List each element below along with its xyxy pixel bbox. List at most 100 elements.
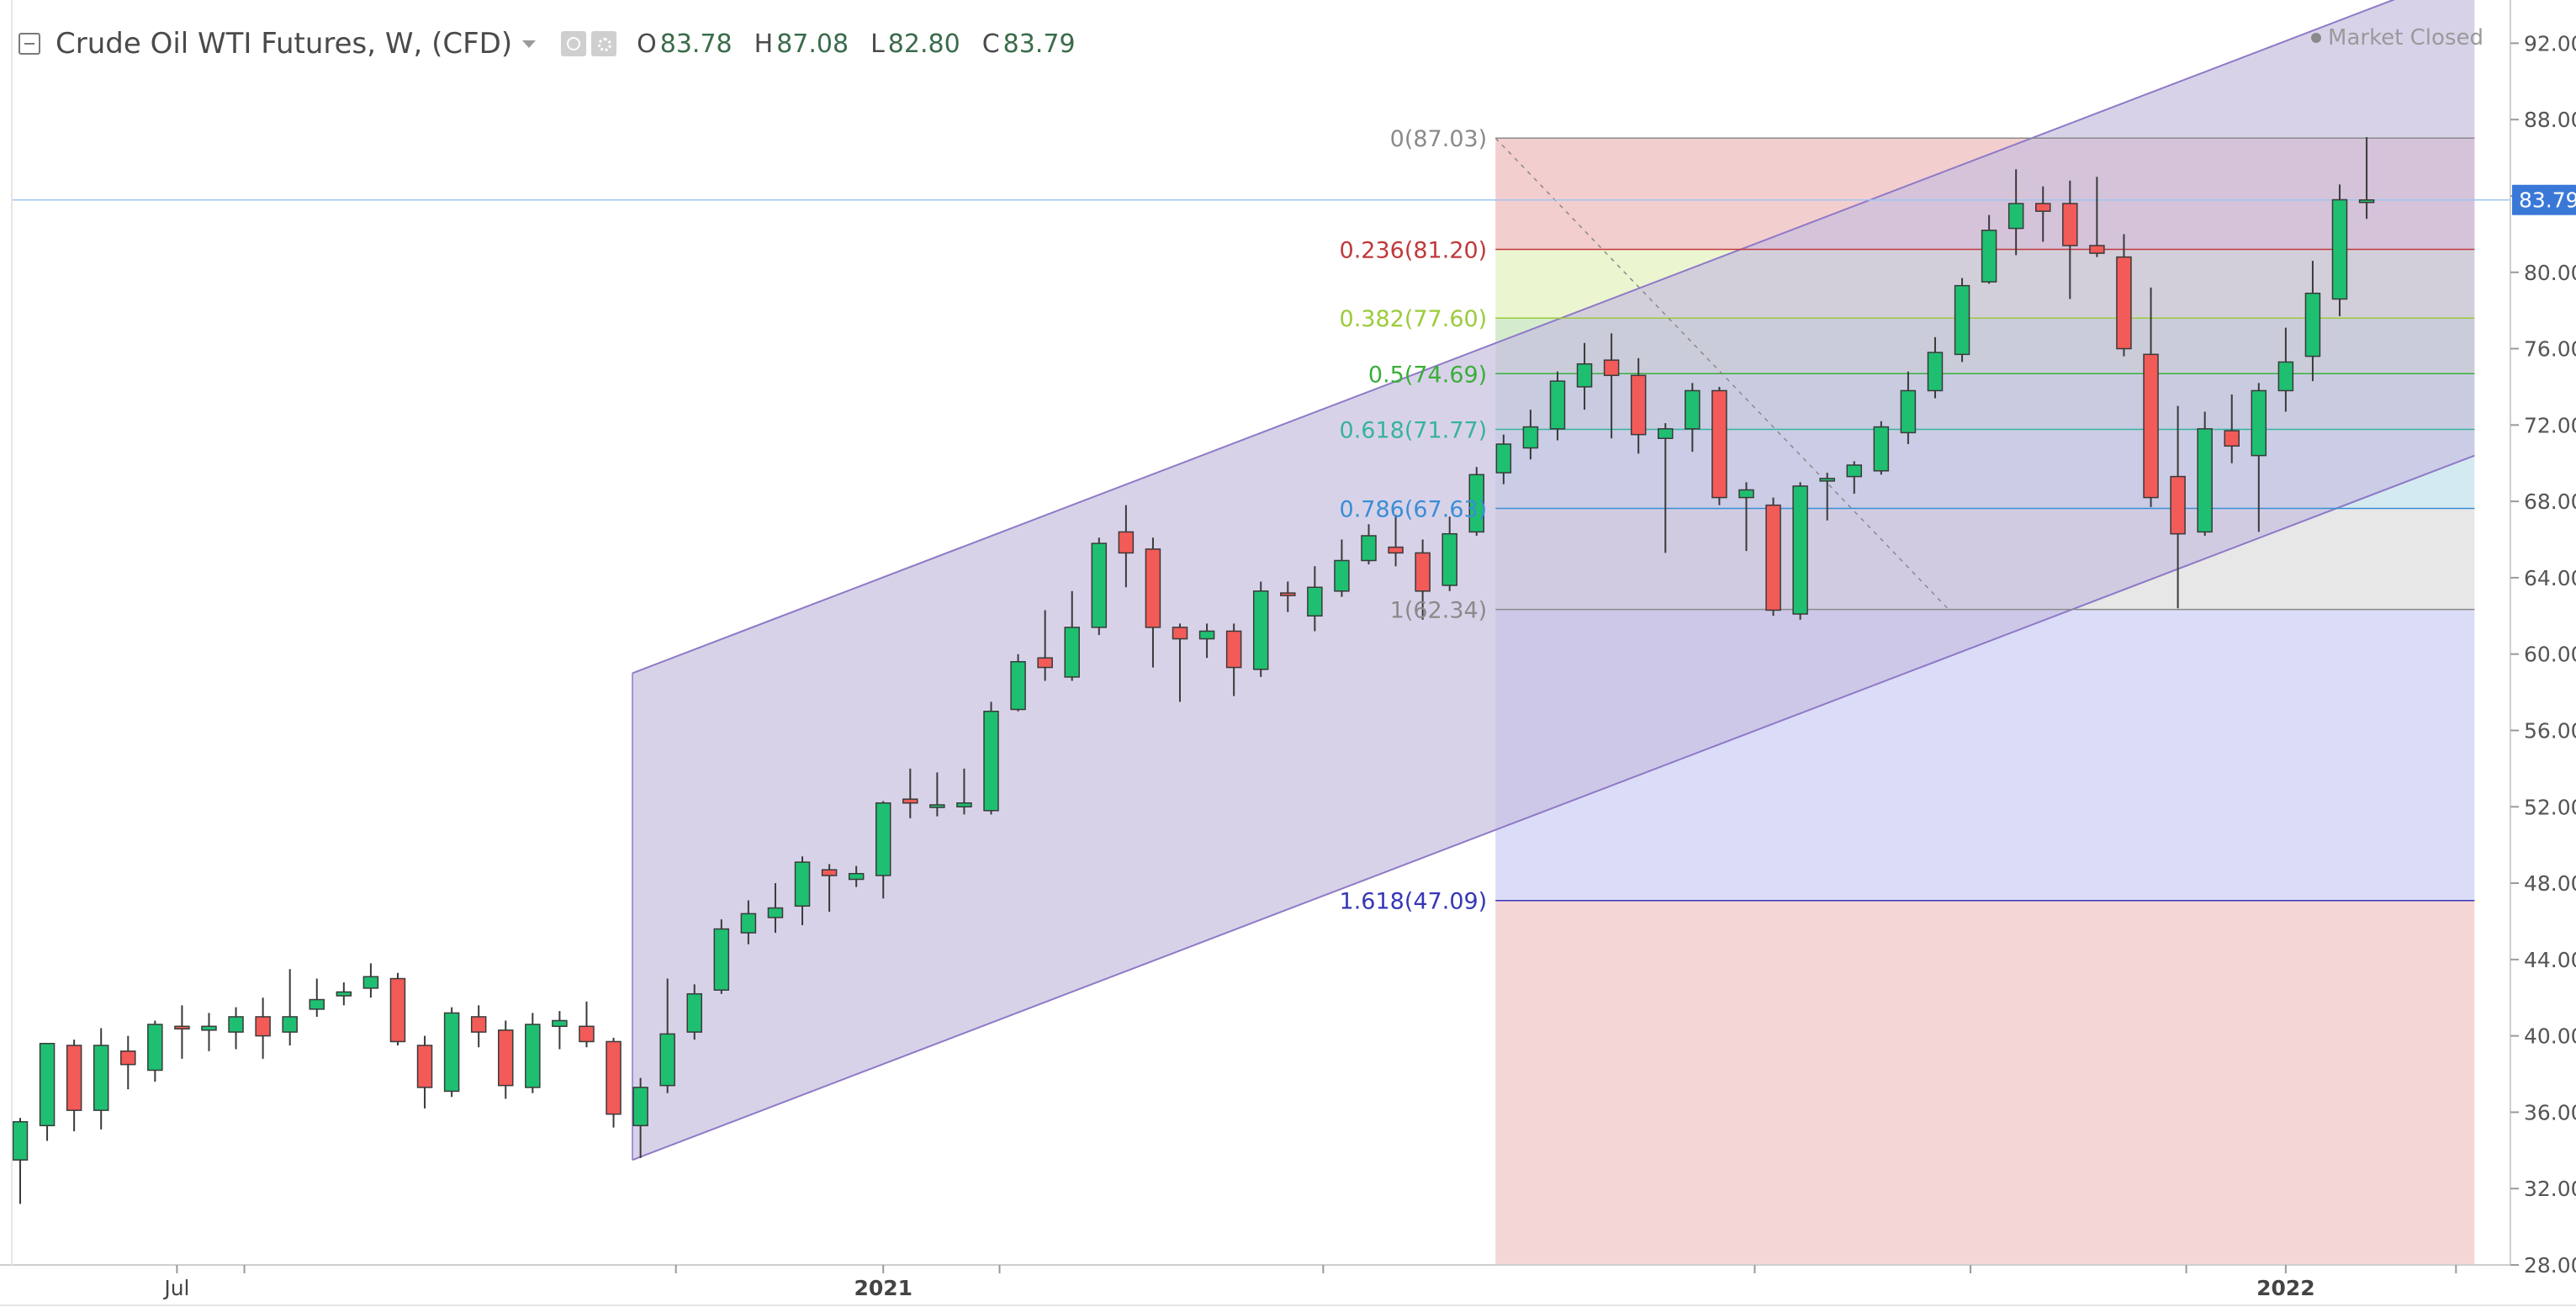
fib-label-0: 0(87.03) — [1390, 126, 1488, 152]
y-tick-label: 56.00 — [2524, 718, 2576, 743]
candle — [1280, 581, 1296, 612]
candle-body — [201, 1025, 217, 1031]
market-status: Market Closed — [2311, 25, 2483, 50]
candle — [1792, 482, 1808, 620]
candle-body — [579, 1025, 595, 1043]
candle — [2035, 186, 2051, 242]
gear-icon[interactable] — [591, 31, 617, 56]
fib-label-0.382: 0.382(77.60) — [1340, 306, 1488, 332]
candle-body — [1954, 284, 1970, 356]
last-price-badge-label: 83.79 — [2519, 188, 2576, 213]
candle — [1522, 410, 1539, 460]
y-tick-label: 36.00 — [2524, 1100, 2576, 1124]
candle-body — [1468, 474, 1485, 533]
parallel-channel[interactable] — [632, 0, 2475, 1161]
channel-fill — [632, 0, 2475, 1161]
chevron-down-icon[interactable] — [522, 40, 537, 48]
candle-body — [552, 1019, 568, 1028]
candle — [1252, 581, 1269, 677]
channel-upper-line — [632, 0, 2396, 675]
candle-body — [2304, 292, 2321, 357]
candle-body — [443, 1012, 460, 1093]
candle — [1415, 539, 1431, 620]
candle — [1307, 566, 1323, 632]
candle-body — [2224, 430, 2240, 447]
candle — [2170, 405, 2186, 609]
candle — [1172, 623, 1188, 702]
candle-body — [2251, 389, 2267, 457]
candle-body — [1792, 485, 1808, 615]
candle — [1900, 371, 1917, 445]
candle-body — [632, 1087, 648, 1127]
candle — [767, 883, 784, 934]
candle-body — [794, 861, 811, 907]
candle — [1954, 278, 1970, 362]
fib-zone-1.618 — [1495, 900, 2475, 1265]
candle-body — [174, 1025, 190, 1030]
y-tick-label: 32.00 — [2524, 1177, 2576, 1201]
x-tick-label: 2021 — [854, 1276, 912, 1300]
candle-body — [525, 1024, 541, 1088]
candle — [2197, 411, 2213, 536]
candle — [336, 982, 352, 1006]
candle — [1037, 610, 1053, 681]
candle-body — [1738, 489, 1754, 499]
candle — [174, 1005, 190, 1059]
candle-body — [66, 1045, 82, 1111]
candle — [1334, 539, 1350, 597]
y-tick-label: 48.00 — [2524, 871, 2576, 896]
market-status-text: Market Closed — [2328, 25, 2483, 50]
candle — [579, 1001, 595, 1048]
candle — [1010, 654, 1026, 712]
candle-body — [1630, 374, 1647, 436]
candle — [1145, 537, 1161, 668]
candle — [1118, 505, 1135, 588]
candle-body — [228, 1016, 244, 1033]
candle — [1441, 516, 1457, 591]
candle — [1846, 461, 1863, 495]
fib-label-0.786: 0.786(67.63) — [1340, 497, 1488, 523]
x-tick-label: Jul — [162, 1276, 189, 1300]
candle — [147, 1020, 163, 1082]
candle — [2331, 184, 2348, 316]
candle — [1495, 434, 1512, 484]
candle — [228, 1007, 244, 1050]
eye-icon[interactable] — [561, 31, 587, 56]
candle — [282, 969, 298, 1045]
candle-body — [2116, 256, 2132, 350]
candle — [362, 963, 379, 998]
chart-legend: Crude Oil WTI Futures, W, (CFD) O 83.78 H… — [19, 19, 1076, 69]
candle-body — [713, 928, 730, 991]
candle — [821, 864, 838, 913]
candle-body — [2331, 198, 2348, 300]
candle-body — [1388, 546, 1404, 554]
candle-body — [255, 1016, 271, 1037]
candle — [2304, 261, 2321, 382]
candle — [1765, 497, 1781, 616]
candle-body — [1685, 389, 1701, 430]
candle-body — [2277, 361, 2294, 392]
candle — [1603, 333, 1620, 439]
candle-body — [498, 1029, 514, 1087]
candle — [498, 1020, 514, 1099]
candle-body — [2035, 203, 2051, 212]
candle-body — [1658, 428, 1674, 439]
y-tick-label: 92.00 — [2524, 31, 2576, 56]
candle — [1549, 371, 1566, 441]
candle — [2358, 137, 2375, 220]
candle — [552, 1011, 568, 1050]
candle-body — [686, 992, 702, 1033]
candle-body — [309, 998, 325, 1010]
collapse-icon[interactable] — [19, 33, 40, 55]
symbol-title[interactable]: Crude Oil WTI Futures, W, (CFD) — [56, 27, 513, 61]
candle — [848, 865, 865, 887]
candle-body — [389, 977, 406, 1043]
candle-body — [1064, 627, 1080, 678]
candle — [1873, 421, 1890, 475]
y-tick-label: 72.00 — [2524, 413, 2576, 437]
candle-body — [147, 1024, 163, 1072]
candle-body — [1981, 230, 1997, 283]
y-tick-label: 64.00 — [2524, 566, 2576, 590]
candle-body — [875, 802, 891, 876]
